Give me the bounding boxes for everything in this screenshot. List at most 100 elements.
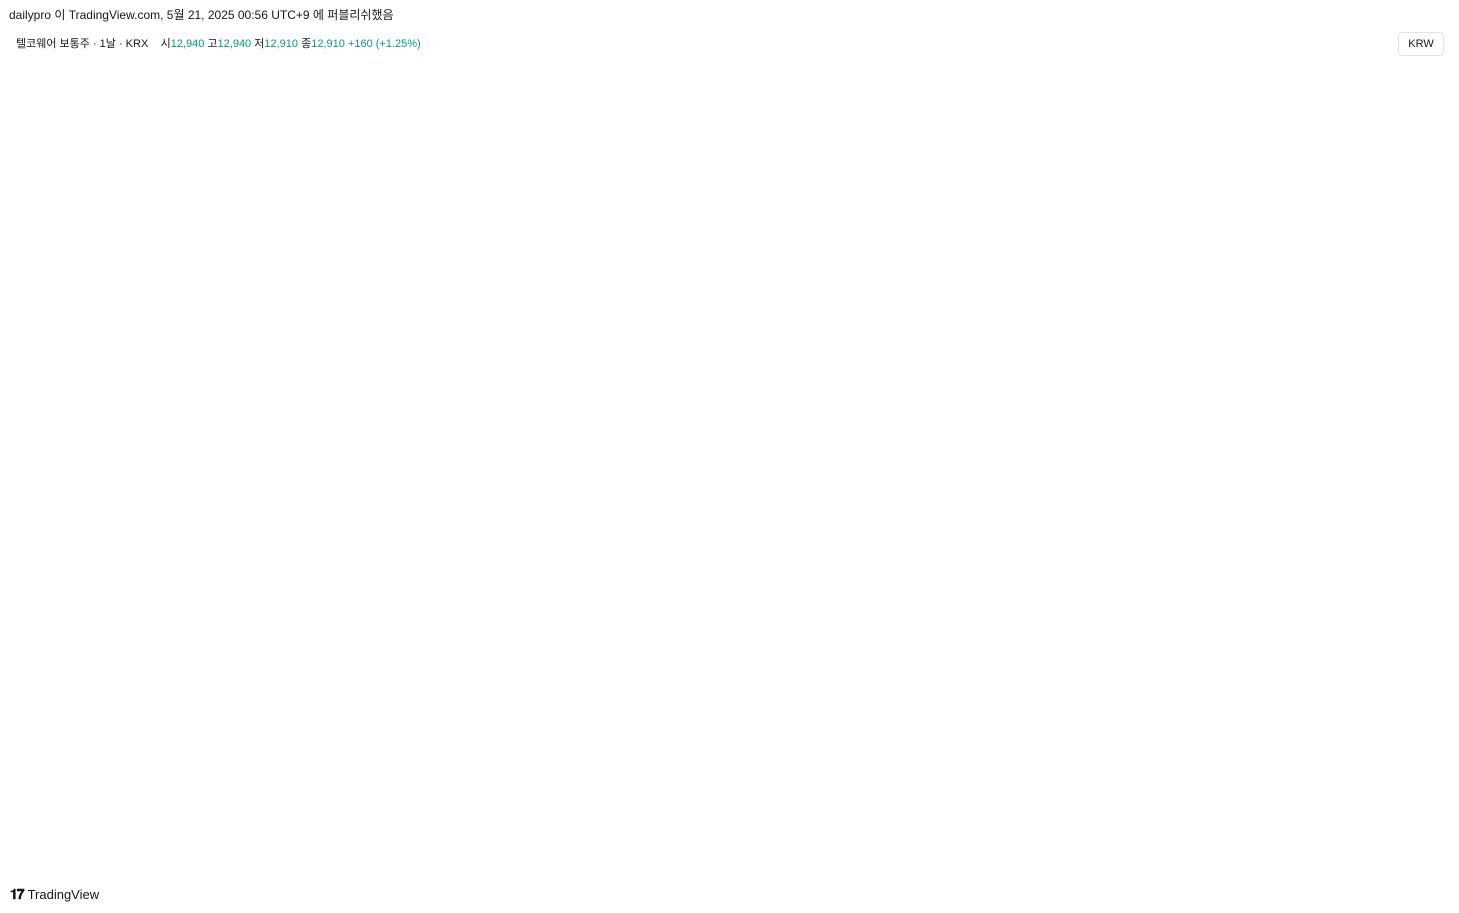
candle-body (843, 485, 851, 488)
osc-badge-label: 258 (1403, 714, 1421, 726)
price-tick-label: 9,200 (1412, 469, 1440, 481)
earnings-marker (801, 581, 819, 599)
candle-body (1206, 443, 1214, 450)
axes: 8,400 8,800 9,200 9,600 10,000 10,400 10,800 11… (0, 28, 1449, 878)
candle-body (284, 404, 292, 406)
candle-body (157, 390, 165, 395)
osc-badge-label: 810 (1403, 625, 1421, 637)
candle-body (1186, 412, 1194, 433)
candle-body (980, 518, 988, 522)
candle-body (931, 512, 939, 515)
price-tick-label: 10,800 (1406, 295, 1440, 307)
signal-band (896, 28, 1004, 603)
candle-body (108, 391, 116, 393)
signal-band (258, 28, 316, 603)
candle-body (186, 393, 194, 398)
candle-body (598, 505, 606, 510)
osc-tick-label: 0 (1420, 751, 1426, 763)
candle-body (774, 480, 782, 483)
candle-body (765, 484, 773, 488)
candle-body (59, 393, 67, 395)
signal-band (41, 28, 52, 603)
grid-lines (9, 28, 1395, 850)
osc-tick-label: 600 (1408, 651, 1426, 663)
candle-body (216, 398, 224, 400)
change-value: +160 (+1.25%) (347, 38, 421, 50)
low-value: 12,910 (264, 38, 299, 50)
symbol-name[interactable]: 텔코웨어 보통주 · 1날 · KRX (16, 38, 149, 50)
candle-body (382, 421, 390, 423)
candle-body (20, 392, 28, 394)
candle-body (912, 501, 920, 505)
osc-tick-label: -200 (1404, 785, 1426, 797)
osc-tick-label: -400 (1404, 818, 1426, 830)
candle-body (627, 499, 635, 501)
candle-body (549, 486, 557, 489)
osc-tick-label: 400 (1408, 684, 1426, 696)
earnings-marker (86, 581, 104, 599)
price-tick-label: 10,000 (1406, 382, 1440, 394)
candle-body (941, 511, 949, 516)
candle-body (137, 394, 145, 396)
price-badge-label: 12,910 (1403, 65, 1437, 77)
candle-body (1019, 515, 1027, 519)
signal-line (9, 712, 1295, 824)
signal-band (700, 28, 768, 603)
candle-body (872, 482, 880, 485)
candle-body (510, 460, 518, 465)
candle-body (1078, 504, 1086, 509)
tradingview-logo-icon: 𝟏𝟕 (10, 886, 25, 902)
event-marker-label: E (92, 586, 99, 597)
candle-body (1264, 409, 1272, 411)
open-label: 시 (160, 38, 171, 50)
signal-thin-line (1149, 374, 1295, 493)
footer-brand: TradingView (27, 887, 100, 902)
price-tick-label: 10,400 (1406, 339, 1440, 351)
signal-band (150, 28, 160, 603)
price-tick-label: 8,400 (1412, 557, 1440, 569)
open-value: 12,940 (170, 38, 205, 50)
price-tick-label: 9,600 (1412, 426, 1440, 438)
signal-band (238, 28, 248, 603)
candle-body (1157, 420, 1165, 429)
price-tick-label: 11,200 (1407, 252, 1440, 264)
candle-body (324, 405, 332, 411)
candle-body (608, 505, 616, 508)
time-tick-label: 2025 (398, 859, 422, 871)
candle-body (706, 482, 714, 484)
candle-body (1127, 451, 1135, 453)
candle-body (314, 407, 322, 410)
osc-badge (1396, 663, 1428, 679)
candle-body (1039, 523, 1047, 526)
candle-body (480, 457, 488, 460)
candle-body (353, 411, 361, 414)
event-marker-label: E (1260, 586, 1267, 597)
candle-body (578, 501, 586, 503)
candle-body (539, 479, 547, 485)
candle-body (676, 471, 684, 474)
osc-badge (1396, 711, 1428, 727)
candle-body (1068, 508, 1076, 513)
candle-body (902, 503, 910, 506)
high-label: 고 (207, 38, 218, 50)
candle-body (1117, 468, 1125, 474)
time-tick-label: 12월 (201, 858, 223, 871)
tradingview-footer[interactable]: 𝟏𝟕 TradingView (10, 886, 99, 903)
publish-header: dailypro 이 TradingView.com, 5월 21, 2025 … (9, 8, 394, 22)
candle-body (814, 487, 822, 492)
candle-body (1059, 517, 1067, 519)
price-badge (1396, 440, 1443, 456)
candle-body (667, 482, 675, 484)
close-value: 12,910 (311, 38, 345, 50)
candle-body (118, 388, 126, 393)
price-badge (1396, 62, 1443, 79)
candle-body (30, 391, 38, 393)
candle-body (833, 483, 841, 486)
price-tick-label: 12,000 (1406, 165, 1440, 177)
candle-body (921, 510, 929, 512)
currency-button[interactable]: KRW (1398, 32, 1444, 56)
signal-band (1229, 28, 1298, 603)
candle-body (196, 392, 204, 394)
